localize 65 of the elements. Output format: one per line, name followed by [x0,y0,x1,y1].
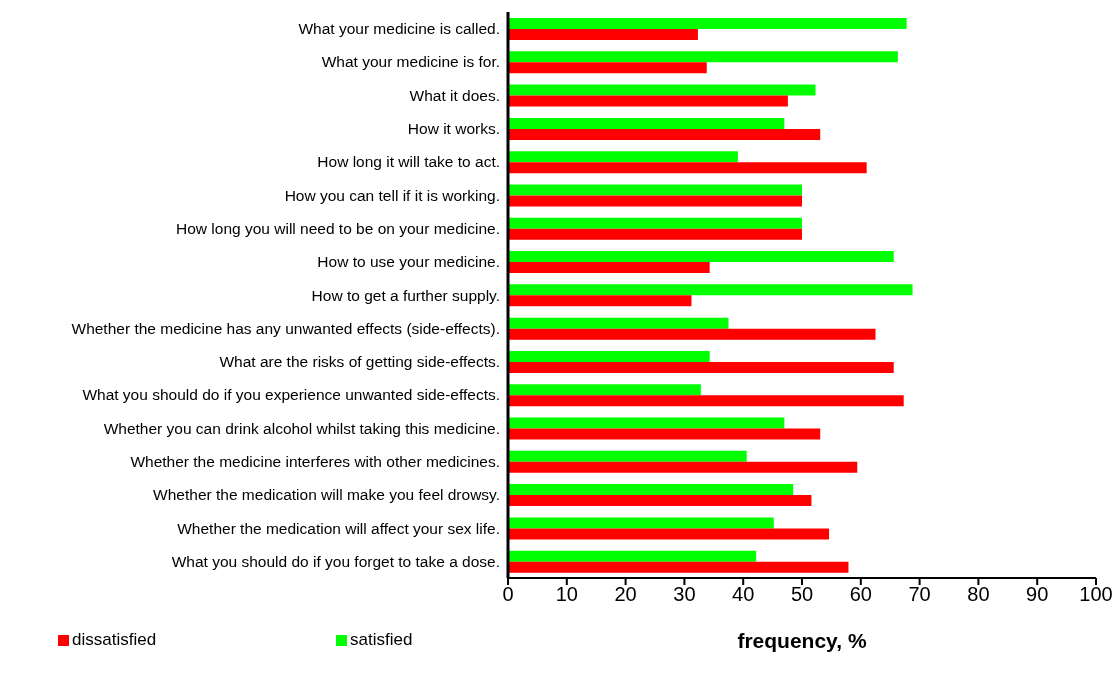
y-tick-label: What your medicine is for. [321,53,500,71]
x-tick-label: 80 [967,583,990,606]
x-tick-label: 70 [908,583,931,606]
bar [508,195,802,207]
legend-label: dissatisfied [72,630,157,650]
bar [508,17,907,29]
x-axis-title: frequency, % [737,629,867,652]
bar [508,217,802,229]
bar [508,262,710,274]
y-tick-label: What you should do if you experience unwanted side-effects. [82,386,500,404]
bar [508,184,802,196]
bar [508,350,710,362]
bar [508,528,830,540]
y-tick-label: How you can tell if it is working. [284,186,500,204]
bar [508,517,774,529]
y-tick-label: What it does. [409,86,500,104]
y-tick-label: Whether the medicine interferes with other medicines. [130,452,500,470]
x-tick-label: 20 [614,583,637,606]
y-tick-label: Whether you can drink alcohol whilst taking this medicine. [103,419,500,437]
bar [508,51,898,63]
x-tick-label: 100 [1079,583,1113,606]
bar [508,328,876,340]
x-tick-label: 0 [502,583,514,606]
x-tick-label: 50 [790,583,814,606]
bar [508,162,867,174]
x-tick-label: 60 [849,583,872,606]
bar [508,251,894,263]
y-tick-label: How it works. [407,120,500,138]
bar [508,62,707,74]
bar [508,228,802,240]
y-tick-label: What are the risks of getting side-effects. [219,353,500,371]
y-tick-label: Whether the medicine has any unwanted effects (side-effects). [71,319,500,337]
bar [508,428,821,440]
x-tick-label: 40 [732,583,755,606]
bar [508,117,785,129]
bar [508,84,816,96]
bar [508,417,785,429]
y-tick-label: How long you will need to be on your medicine. [176,219,500,237]
bar [508,284,913,296]
bar [508,151,738,163]
y-tick-label: How to use your medicine. [317,253,500,271]
bar [508,495,812,507]
bar [508,550,757,562]
y-tick-label: Whether the medication will make you feel drowsy. [153,486,500,504]
bar [508,395,904,407]
bar [508,484,794,496]
bar [508,295,692,307]
y-tick-label: How to get a further supply. [311,286,500,304]
y-tick-label: What you should do if you forget to take a dose. [171,552,500,570]
bar [508,384,701,396]
bar [508,28,698,40]
legend-label: satisfied [350,630,413,650]
x-tick-label: 30 [673,583,696,606]
bar [508,361,894,373]
bar [508,95,788,107]
bar [508,128,821,140]
y-tick-label: What your medicine is called. [298,20,500,38]
bar [508,561,849,573]
bar [508,317,729,329]
x-tick-label: 90 [1026,583,1049,606]
y-tick-label: Whether the medication will affect your sex life. [177,519,500,537]
bar [508,450,747,462]
bar [508,461,858,473]
x-tick-label: 10 [555,583,578,606]
y-tick-label: How long it will take to act. [317,153,500,171]
